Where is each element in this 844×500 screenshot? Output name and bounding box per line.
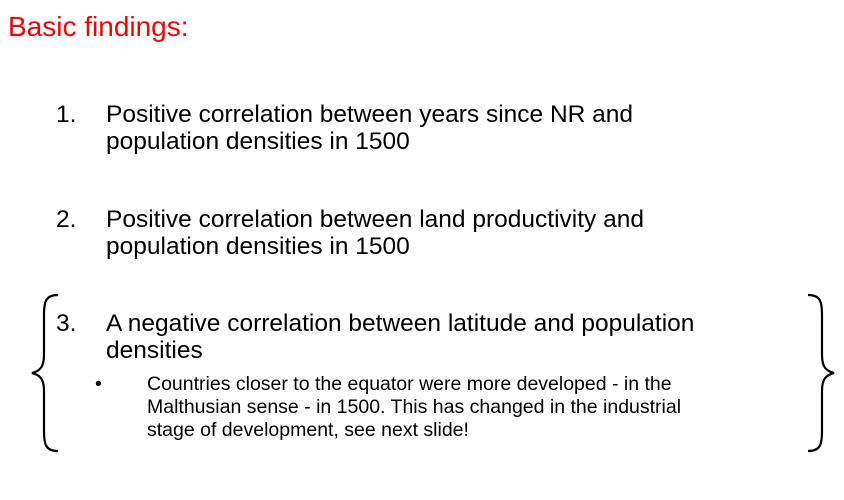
slide-title: Basic findings:: [8, 11, 189, 42]
item-text-line: population densities in 1500: [106, 128, 410, 155]
item-text: A negative correlation between latitude …: [106, 310, 694, 364]
item-text-line: Positive correlation between land produc…: [106, 206, 644, 233]
item-number: 3.: [56, 310, 77, 337]
item-text: Positive correlation between land produc…: [106, 206, 644, 260]
item-text-line: population densities in 1500: [106, 233, 410, 260]
sub-bullet-line: Malthusian sense - in 1500. This has cha…: [147, 396, 682, 418]
sub-bullet-line: stage of development, see next slide!: [147, 419, 469, 441]
item-text-line: Positive correlation between years since…: [106, 101, 634, 128]
item-number: 1.: [56, 101, 77, 128]
bullet-marker: •: [95, 373, 102, 395]
sub-bullet-line: Countries closer to the equator were mor…: [147, 373, 672, 395]
item-text-line: A negative correlation between latitude …: [106, 310, 695, 337]
item-text-line: densities: [106, 337, 203, 364]
item-text: Positive correlation between years since…: [106, 101, 633, 155]
item-number: 2.: [56, 206, 77, 233]
left-brace-icon: [31, 293, 59, 453]
sub-bullet-text: Countries closer to the equator were mor…: [147, 373, 681, 442]
right-brace-icon: [807, 293, 835, 453]
